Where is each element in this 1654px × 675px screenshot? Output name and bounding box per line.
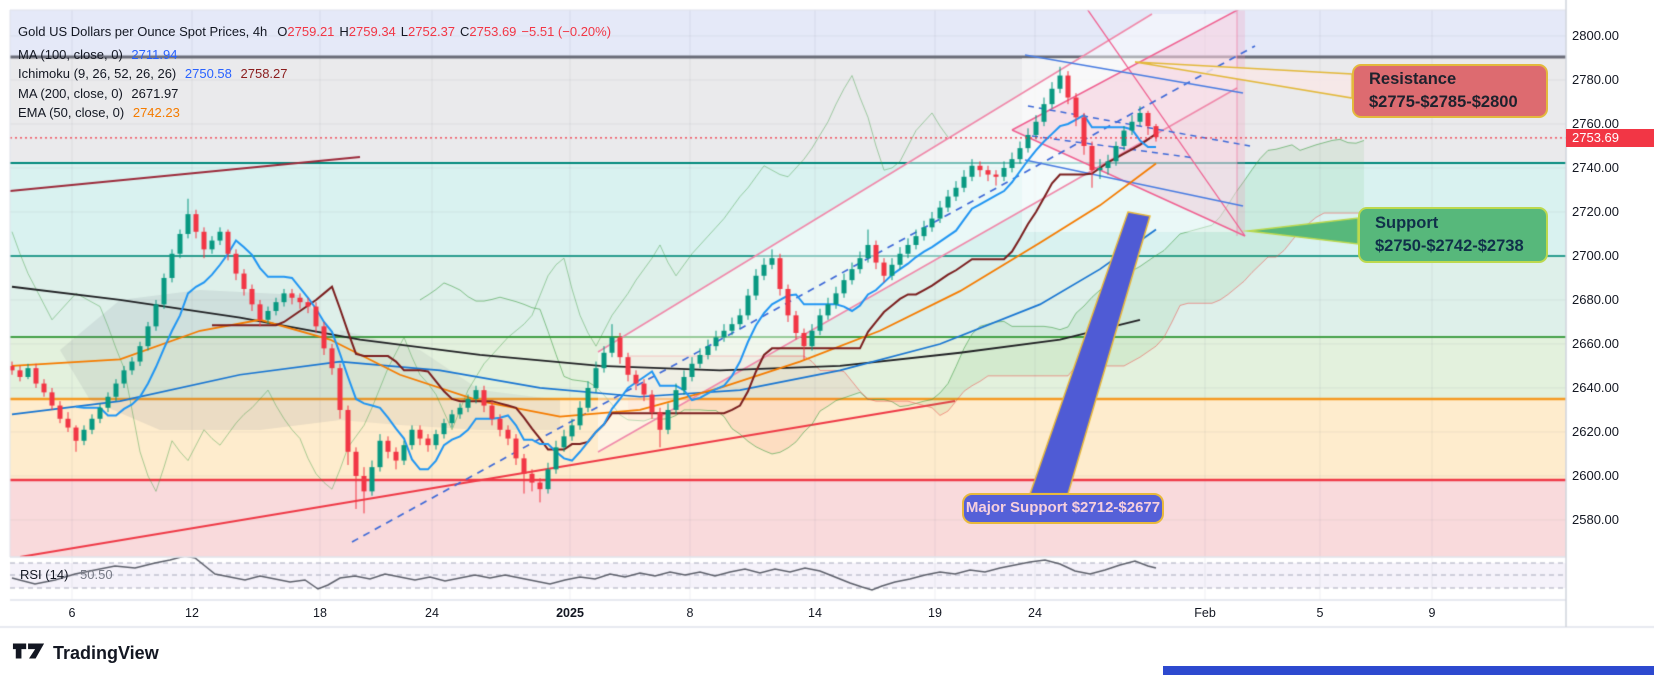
indicator-value: 2671.97 [131,86,179,101]
price-axis-label: 2680.00 [1572,291,1619,307]
major-support-callout[interactable]: Major Support $2712-$2677 [962,493,1164,524]
time-axis-label: 14 [808,606,822,620]
time-axis-label: 19 [928,606,942,620]
last-price-badge: 2753.69 [1566,129,1654,147]
price-axis-label: 2740.00 [1572,159,1619,175]
time-axis-label: 5 [1316,606,1324,620]
legend-indicator-row-ma100[interactable]: MA (100, close, 0) 2711.94 [18,47,177,62]
time-axis-label: Feb [1194,606,1216,620]
tradingview-mark-icon [12,638,46,669]
major-support-text: Major Support $2712-$2677 [965,499,1161,516]
ohlc-change-value: −5.51 (−0.20%) [521,24,612,39]
legend-symbol-row[interactable]: Gold US Dollars per Ounce Spot Prices, 4… [18,24,611,39]
indicator-name: Ichimoku (9, 26, 52, 26, 26) [18,66,177,81]
legend-indicator-row-ema50[interactable]: EMA (50, close, 0) 2742.23 [18,105,180,120]
support-title: Support [1375,214,1439,232]
legend-indicator-row-ichimoku[interactable]: Ichimoku (9, 26, 52, 26, 26) 2750.58 275… [18,66,288,81]
ohlc-close-value: 2753.69 [469,24,517,39]
indicator-value: 2711.94 [131,47,178,62]
support-levels: $2750-$2742-$2738 [1375,237,1524,255]
resistance-callout[interactable]: Resistance $2775-$2785-$2800 [1352,64,1548,118]
time-axis-label: 2025 [556,606,584,620]
rsi-indicator-label[interactable]: RSI (14) 50.50 [20,567,113,582]
time-axis-label: 24 [1028,606,1042,620]
ohlc-close-label: C [460,24,470,39]
support-callout[interactable]: Support $2750-$2742-$2738 [1358,207,1548,263]
ohlc-open-value: 2759.21 [287,24,335,39]
indicator-name: MA (100, close, 0) [18,47,123,62]
rsi-value: 50.50 [80,567,113,582]
price-axis-label: 2700.00 [1572,247,1619,263]
price-axis-label: 2640.00 [1572,379,1619,395]
indicator-value: 2742.23 [132,105,180,120]
indicator-name: MA (200, close, 0) [18,86,123,101]
price-axis-label: 2720.00 [1572,203,1619,219]
time-axis-label: 18 [313,606,327,620]
indicator-name: EMA (50, close, 0) [18,105,125,120]
indicator-value: 2758.27 [240,66,288,81]
tradingview-wordmark: TradingView [53,643,159,663]
ohlc-open-label: O [277,24,288,39]
price-axis-label: 2760.00 [1572,115,1619,131]
price-axis-label: 2780.00 [1572,71,1619,87]
bottom-blue-bar [1163,666,1654,675]
ohlc-low-label: L [400,24,409,39]
resistance-levels: $2775-$2785-$2800 [1369,93,1518,111]
price-axis-label: 2660.00 [1572,335,1619,351]
time-axis-label: 8 [686,606,694,620]
legend-indicator-row-ma200[interactable]: MA (200, close, 0) 2671.97 [18,86,178,101]
price-axis-label: 2600.00 [1572,467,1619,483]
price-axis-label: 2620.00 [1572,423,1619,439]
indicator-value: 2750.58 [184,66,232,81]
price-axis-label: 2580.00 [1572,511,1619,527]
ohlc-high-value: 2759.34 [348,24,396,39]
time-axis-label: 6 [68,606,76,620]
symbol-title: Gold US Dollars per Ounce Spot Prices, 4… [18,24,268,39]
time-axis-label: 12 [185,606,199,620]
ohlc-low-value: 2752.37 [408,24,456,39]
price-axis-label: 2800.00 [1572,27,1619,43]
ohlc-high-label: H [339,24,349,39]
tradingview-logo[interactable]: TradingView [12,638,159,669]
time-axis-label: 9 [1428,606,1436,620]
rsi-name: RSI (14) [20,567,69,582]
resistance-title: Resistance [1369,70,1457,88]
time-axis-label: 24 [425,606,439,620]
